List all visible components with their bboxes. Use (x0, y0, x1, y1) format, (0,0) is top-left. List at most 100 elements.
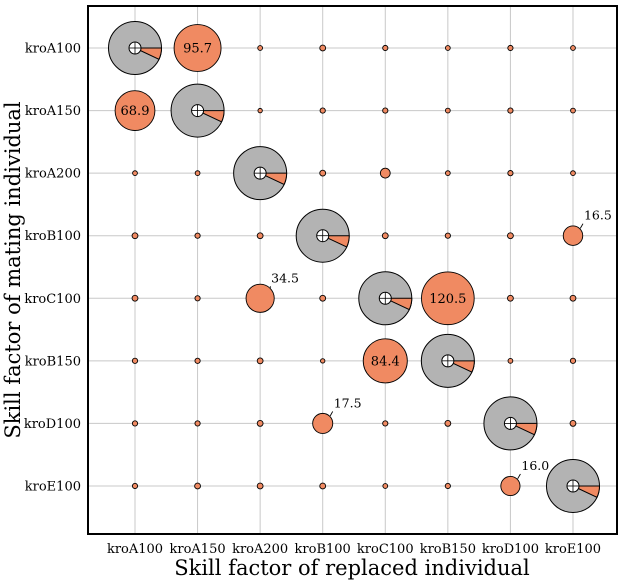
bubble (382, 107, 389, 114)
bubble (319, 482, 327, 490)
bubble (194, 232, 201, 239)
bubble (445, 45, 451, 51)
callout-line (517, 473, 521, 480)
y-tick-label: kroE100 (25, 479, 81, 494)
bubble (114, 90, 156, 131)
x-tick-label: kroA200 (232, 542, 288, 557)
x-tick-label: kroA150 (170, 542, 226, 557)
bubble-value-label: 95.7 (183, 42, 212, 57)
bubble (507, 358, 514, 364)
bubble (256, 232, 264, 240)
bubble (256, 357, 264, 365)
bubble (507, 107, 514, 114)
bubble (570, 170, 576, 176)
bubble-value-label: 16.5 (584, 208, 612, 223)
bubble (194, 482, 201, 490)
bubble (131, 294, 139, 302)
bubble (569, 294, 577, 302)
diagonal-pie-slice (259, 172, 288, 186)
bubble (507, 232, 514, 240)
bubble (320, 358, 326, 364)
diagonal-pie-slice (447, 360, 475, 373)
y-axis-title: Skill factor of mating individual (1, 101, 25, 439)
y-tick-label: kroA150 (25, 104, 81, 119)
y-tick-label: kroC100 (24, 292, 81, 307)
y-tick-label: kroA100 (25, 42, 81, 57)
bubble (362, 338, 408, 384)
tick-label-layer: kroA100 kroA150 kroA200 kroB100 kroC100 kroB1… (24, 42, 601, 558)
bubble (132, 170, 138, 176)
bubble (382, 420, 389, 427)
y-tick-label: kroA200 (25, 167, 81, 182)
callout-line (329, 411, 334, 417)
x-tick-label: kroC100 (357, 542, 414, 557)
bubble (319, 294, 327, 302)
bubble (444, 482, 451, 490)
x-tick-label: kroB150 (420, 542, 476, 557)
bubble (569, 420, 577, 427)
bubble (382, 483, 389, 489)
bubble (445, 107, 451, 114)
diagonal-pie-slice (385, 297, 413, 311)
bubble (570, 107, 576, 114)
y-tick-label: kroB100 (25, 229, 81, 244)
bubble (507, 294, 514, 302)
x-tick-label: kroE100 (545, 542, 601, 557)
diagonal-pie-slice (134, 47, 163, 60)
bubble (569, 357, 577, 364)
bubble (131, 482, 139, 490)
bubble (381, 232, 389, 240)
diagonal-pie-slice (197, 110, 225, 123)
diagonal-pie-slice (510, 422, 538, 436)
bubble-layer (108, 21, 600, 513)
bubble (312, 412, 334, 434)
x-tick-label: kroD100 (482, 542, 539, 557)
bubble (194, 295, 201, 302)
bubble (257, 107, 263, 114)
bubble (256, 420, 264, 427)
bubble (319, 169, 327, 177)
bubble (131, 357, 139, 364)
plot-frame (87, 5, 618, 535)
bubble (257, 45, 263, 51)
bubble (445, 170, 451, 176)
bubble (421, 271, 475, 326)
bubble (131, 420, 139, 427)
bubble (500, 475, 521, 497)
bubble-value-label: 34.5 (271, 270, 299, 285)
bubble (507, 44, 514, 52)
bubble-value-label: 120.5 (429, 292, 466, 307)
bubble (570, 45, 576, 51)
bubble (173, 24, 222, 72)
bubble (319, 44, 327, 52)
bubble (194, 420, 201, 427)
bubble (382, 44, 389, 52)
bubble (562, 225, 584, 246)
bubble (507, 170, 514, 177)
x-tick-label: kroA100 (107, 542, 163, 557)
y-tick-label: kroD100 (24, 417, 81, 432)
bubble (131, 232, 139, 240)
diagonal-pie-slice (572, 485, 600, 498)
bubble-value-label: 84.4 (371, 354, 400, 369)
bubble (444, 420, 452, 427)
bubble (444, 232, 451, 239)
bubble (319, 107, 326, 114)
x-axis-title: Skill factor of replaced individual (174, 556, 530, 580)
grid-layer (88, 6, 617, 534)
bubble (194, 170, 201, 176)
bubble (245, 283, 275, 313)
bubble (379, 167, 391, 179)
bubble (194, 357, 201, 364)
bubble-value-label: 17.5 (334, 395, 362, 410)
bubble-value-label: 16.0 (521, 458, 549, 473)
bubble-value-label: 68.9 (121, 104, 150, 119)
x-tick-label: kroB100 (295, 542, 351, 557)
callout-line (579, 223, 584, 229)
diagonal-pie-slice (322, 235, 350, 248)
data-label-layer: 95.7 68.9 120.5 84.4 34.5 16.5 17.5 16.0 (121, 42, 612, 480)
bubble (256, 482, 264, 490)
y-tick-label: kroB150 (25, 354, 81, 369)
